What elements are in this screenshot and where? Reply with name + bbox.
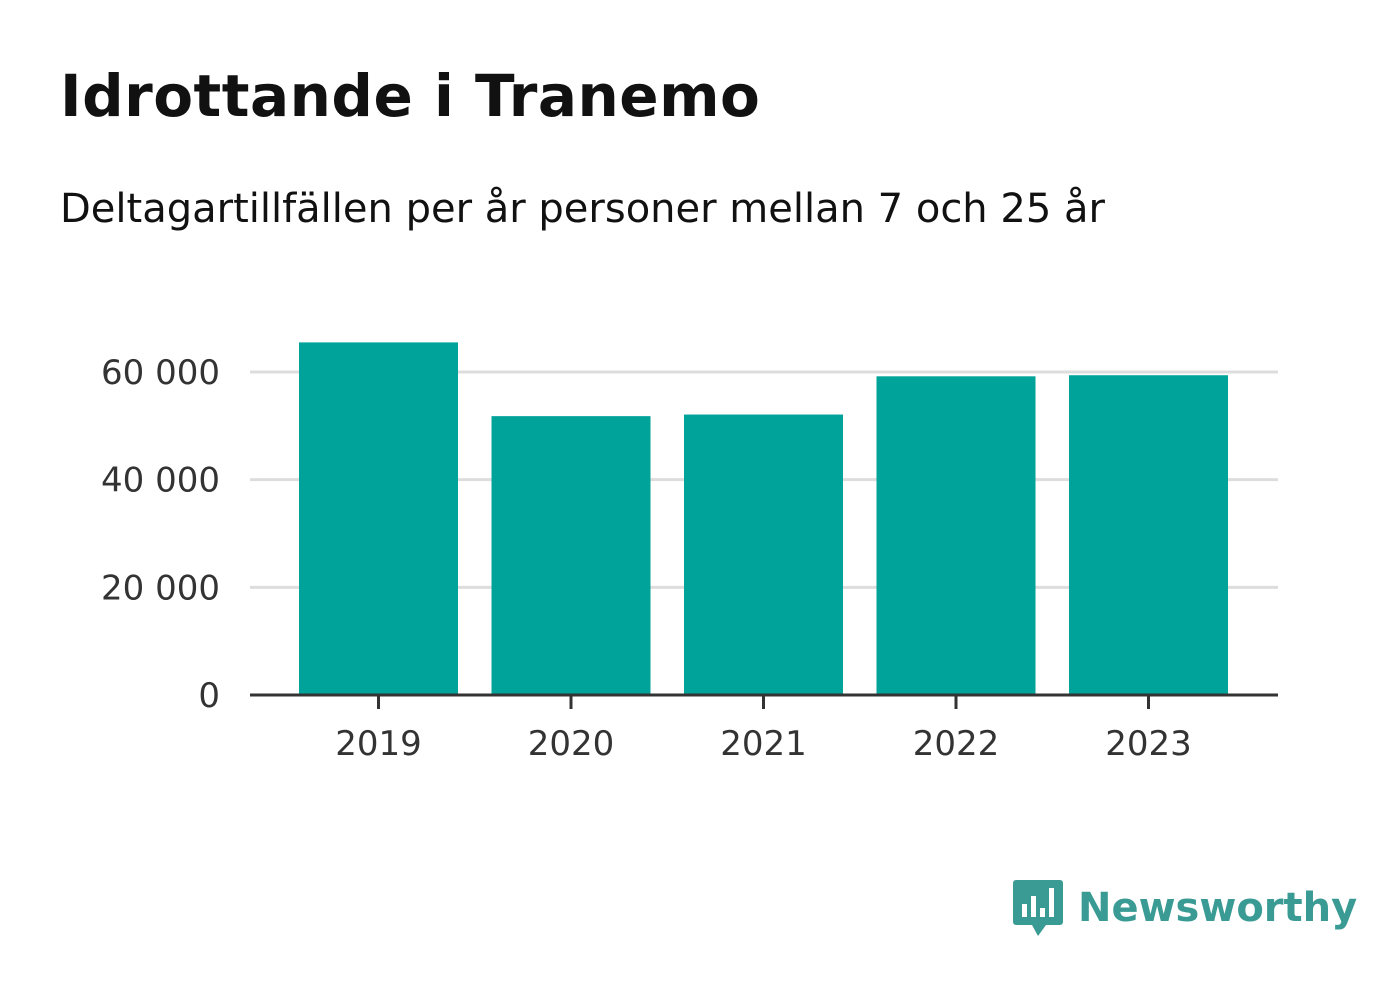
y-tick-label: 40 000 (101, 461, 220, 501)
x-tick-label: 2022 (913, 724, 1000, 764)
bar-2021 (684, 414, 843, 695)
brand-name: Newsworthy (1078, 885, 1358, 931)
x-tick-label: 2020 (528, 724, 615, 764)
newsworthy-logo-icon (1013, 880, 1063, 936)
chart-title: Idrottande i Tranemo (60, 62, 761, 130)
x-tick-label: 2019 (335, 724, 422, 764)
y-tick-label: 60 000 (101, 353, 220, 393)
chart-subtitle: Deltagartillfällen per år personer mella… (60, 186, 1105, 232)
y-tick-label: 0 (198, 676, 220, 716)
bar-2022 (876, 376, 1036, 695)
bar-2023 (1069, 375, 1228, 695)
bar-2019 (299, 342, 458, 695)
x-tick-label: 2021 (720, 724, 807, 764)
y-tick-label: 20 000 (101, 568, 220, 608)
brand-logo: Newsworthy (1012, 878, 1357, 938)
x-tick-label: 2023 (1105, 724, 1192, 764)
bar-2020 (491, 416, 651, 695)
